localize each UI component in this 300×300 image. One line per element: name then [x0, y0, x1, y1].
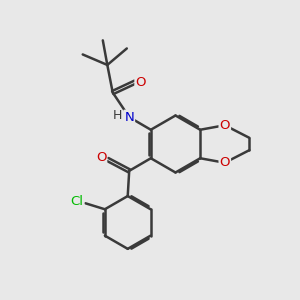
- Text: O: O: [220, 156, 230, 169]
- Text: O: O: [220, 119, 230, 132]
- Text: O: O: [96, 151, 106, 164]
- Text: O: O: [135, 76, 146, 88]
- Text: H: H: [113, 109, 122, 122]
- Text: N: N: [124, 111, 134, 124]
- Text: Cl: Cl: [70, 195, 83, 208]
